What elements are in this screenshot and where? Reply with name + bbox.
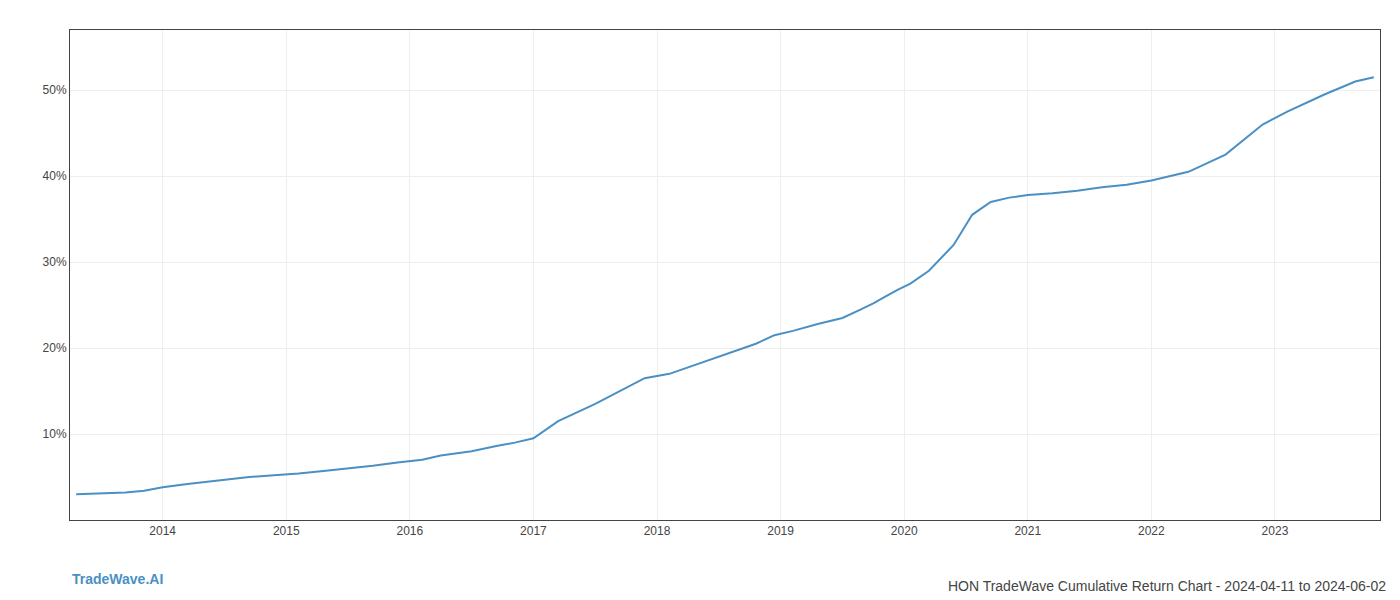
svg-text:2022: 2022 <box>1138 524 1165 538</box>
svg-text:2021: 2021 <box>1014 524 1041 538</box>
svg-text:20%: 20% <box>43 341 67 355</box>
svg-text:2023: 2023 <box>1262 524 1289 538</box>
svg-text:TradeWave.AI: TradeWave.AI <box>72 571 163 587</box>
svg-text:40%: 40% <box>43 169 67 183</box>
svg-text:2015: 2015 <box>273 524 300 538</box>
svg-text:2019: 2019 <box>767 524 794 538</box>
svg-text:30%: 30% <box>43 255 67 269</box>
svg-text:2020: 2020 <box>891 524 918 538</box>
svg-text:50%: 50% <box>43 83 67 97</box>
svg-text:10%: 10% <box>43 427 67 441</box>
svg-text:2018: 2018 <box>644 524 671 538</box>
svg-text:HON TradeWave Cumulative Retur: HON TradeWave Cumulative Return Chart - … <box>948 578 1386 594</box>
svg-text:2014: 2014 <box>149 524 176 538</box>
svg-text:2016: 2016 <box>397 524 424 538</box>
svg-text:2017: 2017 <box>520 524 547 538</box>
